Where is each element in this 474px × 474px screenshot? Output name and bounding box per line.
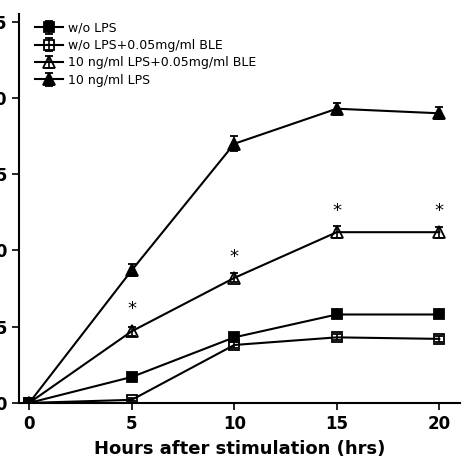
Text: *: * (127, 300, 136, 318)
Text: *: * (230, 248, 239, 266)
X-axis label: Hours after stimulation (hrs): Hours after stimulation (hrs) (94, 440, 385, 458)
Legend: w/o LPS, w/o LPS+0.05mg/ml BLE, 10 ng/ml LPS+0.05mg/ml BLE, 10 ng/ml LPS: w/o LPS, w/o LPS+0.05mg/ml BLE, 10 ng/ml… (30, 17, 261, 92)
Text: *: * (435, 202, 444, 220)
Text: *: * (332, 202, 341, 220)
